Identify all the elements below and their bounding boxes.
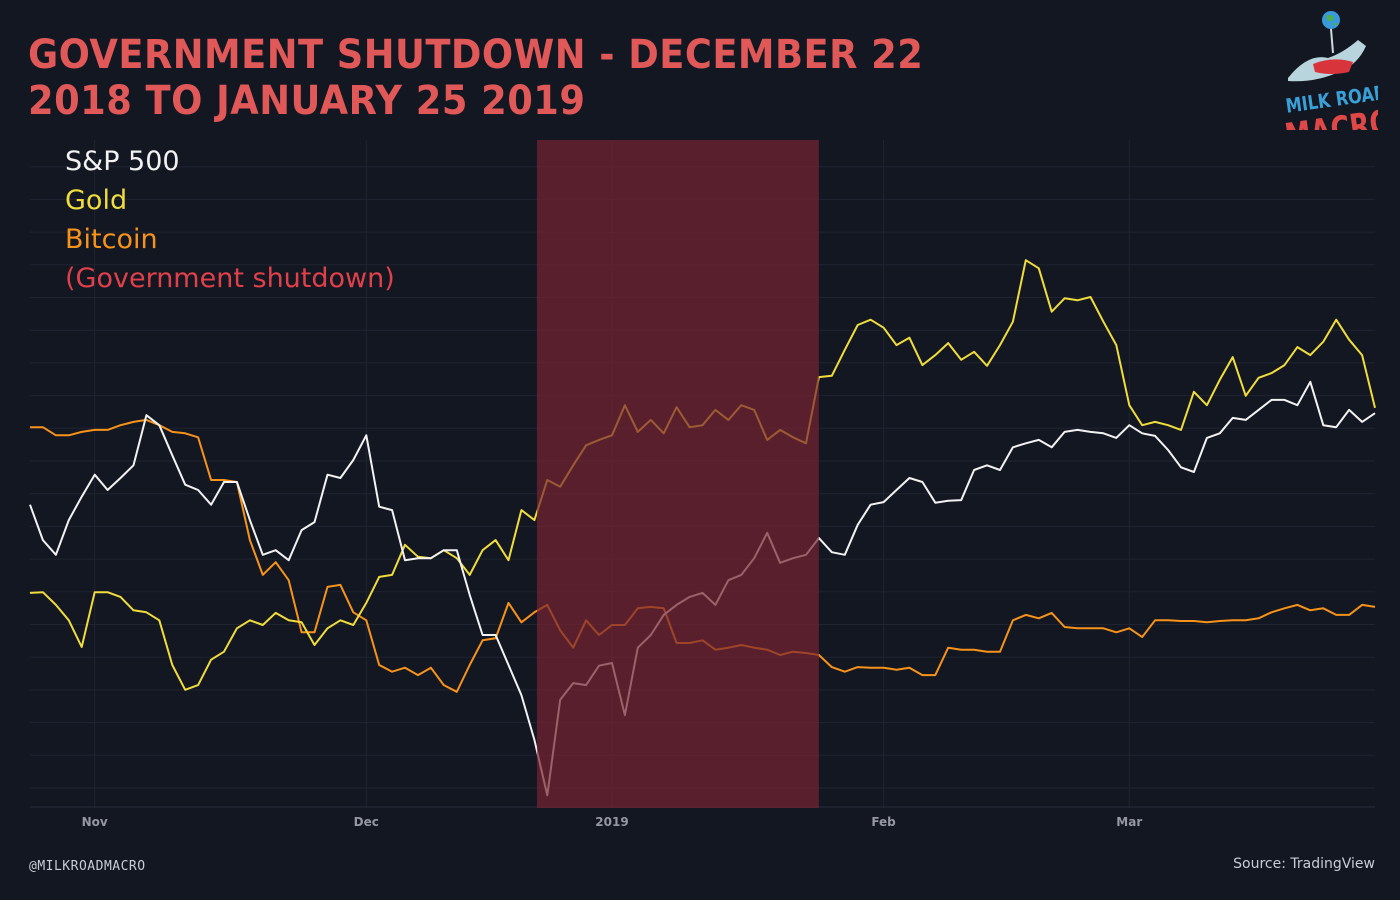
chart-title: GOVERNMENT SHUTDOWN - DECEMBER 22 2018 T…: [28, 32, 924, 124]
x-tick-label: Nov: [82, 815, 108, 829]
x-axis-ticks: Nov Dec 2019 Feb Mar: [82, 815, 1143, 829]
legend-bitcoin: Bitcoin: [65, 224, 158, 255]
milk-road-macro-logo: MILK ROAD MACRO: [1282, 11, 1378, 130]
x-tick-label: Mar: [1116, 815, 1142, 829]
footer-handle: @MILKROADMACRO: [29, 859, 146, 874]
x-tick-label: Dec: [354, 815, 379, 829]
legend-gold: Gold: [65, 185, 128, 216]
x-tick-label: 2019: [595, 815, 628, 829]
footer-source: Source: TradingView: [1233, 856, 1375, 872]
legend-sp500: S&P 500: [65, 146, 180, 177]
legend: S&P 500 Gold Bitcoin (Government shutdow…: [65, 142, 395, 298]
x-tick-label: Feb: [871, 815, 896, 829]
legend-shutdown: (Government shutdown): [65, 263, 395, 294]
shutdown-region: [536, 140, 819, 808]
